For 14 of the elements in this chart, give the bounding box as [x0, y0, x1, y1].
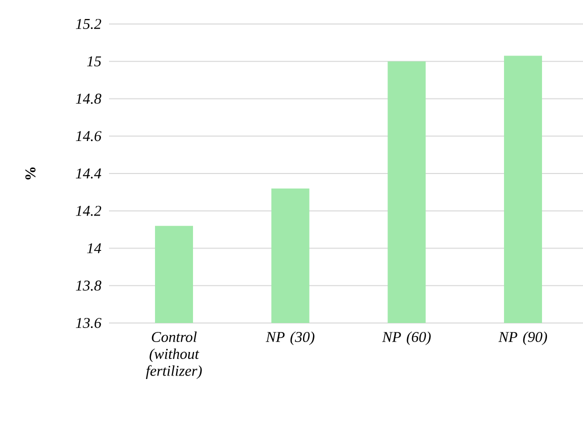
y-tick-label: 15	[87, 56, 102, 66]
y-tick-label: 15.2	[76, 18, 102, 30]
x-tick-label: NP (60)	[382, 332, 431, 346]
y-tick-label: 14	[87, 243, 102, 254]
y-tick-label: 14.4	[76, 168, 102, 179]
x-tick-label: NP (90)	[498, 332, 548, 346]
y-tick-label: 13.8	[76, 280, 102, 291]
y-tick-label: 13.6	[76, 318, 102, 328]
x-tick-label: NP (30)	[266, 332, 314, 346]
y-axis-title: %	[25, 167, 36, 180]
x-tick-label: Control (without fertilizer)	[146, 332, 202, 379]
y-tick-label: 14.6	[76, 131, 102, 142]
y-tick-label: 14.2	[76, 206, 102, 216]
y-tick-label: 14.8	[76, 94, 102, 104]
